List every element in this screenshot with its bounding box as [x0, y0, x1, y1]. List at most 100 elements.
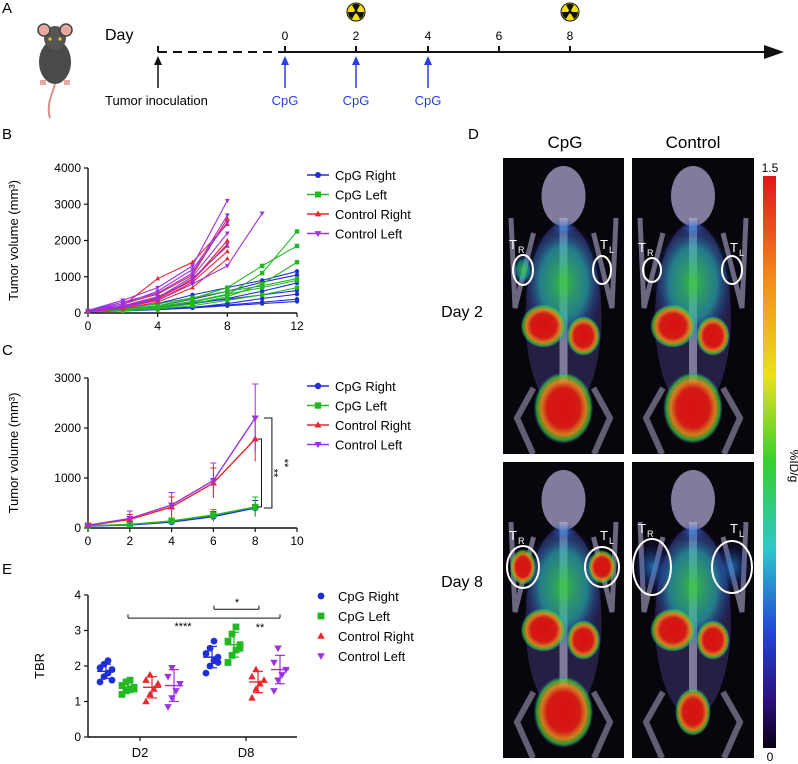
data-point — [190, 264, 195, 269]
significance-label: ** — [278, 459, 290, 468]
y-tick-label: 3 — [74, 624, 81, 638]
significance-bracket — [263, 417, 273, 509]
x-tick-label: 0 — [85, 534, 92, 548]
data-point — [155, 276, 161, 281]
data-point — [294, 291, 300, 297]
y-tick-label: 3000 — [54, 197, 81, 211]
data-point — [155, 289, 161, 294]
data-point — [294, 260, 300, 265]
tumor-left-outline — [584, 546, 620, 588]
data-point — [294, 276, 300, 281]
pet-column-control: Control — [666, 133, 721, 152]
data-point — [120, 302, 126, 307]
data-point — [259, 296, 265, 301]
uptake-neck — [679, 218, 707, 238]
uptake-kidney — [696, 316, 730, 356]
significance-label: **** — [174, 621, 192, 633]
tumor-left-label: T — [730, 521, 738, 536]
legend-marker — [317, 612, 325, 620]
significance-bracket — [257, 438, 262, 508]
data-point — [259, 289, 265, 294]
data-point — [108, 676, 116, 684]
legend-e: CpG Right CpG Left Control Right Control Le… — [317, 589, 414, 664]
cpg-dose-label: CpG — [415, 93, 442, 108]
tumor-right-label: T — [509, 528, 517, 543]
data-point — [155, 304, 160, 309]
timeline-tick-label: 4 — [425, 29, 432, 43]
uptake-kidney — [566, 620, 601, 660]
legend-label: CpG Right — [338, 589, 399, 604]
pet-row-day2: Day 2 — [441, 304, 483, 321]
uptake-neck — [549, 522, 578, 542]
legend-marker — [314, 421, 322, 428]
uptake-kidney — [566, 316, 601, 356]
data-point — [190, 303, 195, 308]
data-point — [274, 677, 282, 685]
data-point — [294, 243, 300, 249]
tumor-right-outline — [506, 545, 540, 589]
cpg-arrow — [352, 56, 360, 88]
colorbar-label: %ID/g — [787, 450, 798, 483]
right-leg-bone — [590, 386, 614, 456]
tumor-left-outline — [721, 255, 743, 285]
data-point — [164, 704, 172, 711]
uptake-neck — [679, 522, 707, 542]
data-point — [224, 659, 232, 666]
tumor-left-outline — [592, 255, 612, 285]
data-point — [294, 229, 300, 234]
data-point — [225, 303, 230, 308]
data-point — [259, 278, 265, 283]
x-tick-label: 12 — [290, 319, 304, 333]
tumor-left-sub: L — [609, 245, 614, 255]
uptake-kidney — [696, 620, 730, 660]
colorbar-max: 1.5 — [762, 161, 779, 175]
legend-marker — [317, 632, 325, 639]
data-point — [104, 657, 112, 665]
data-point — [172, 688, 180, 695]
data-point — [126, 685, 134, 693]
data-point — [270, 688, 278, 695]
series-line — [87, 213, 263, 313]
x-tick-label: 4 — [168, 534, 175, 548]
data-point — [168, 502, 176, 509]
inoculation-arrow — [154, 56, 162, 88]
uptake-bladder — [675, 688, 711, 736]
data-point — [259, 263, 265, 269]
significance-bracket — [213, 605, 260, 610]
data-point — [259, 211, 265, 216]
x-tick-label: 0 — [85, 319, 92, 333]
data-point — [224, 220, 230, 225]
legend-marker — [314, 402, 322, 409]
tumor-right-outline — [632, 538, 672, 596]
right-leg-bone — [720, 690, 744, 760]
skull — [671, 470, 715, 530]
panel-label-e: E — [2, 561, 12, 578]
uptake-neck — [549, 218, 578, 238]
data-point — [224, 637, 232, 645]
cpg-arrow — [281, 56, 289, 88]
significance-label: * — [235, 597, 240, 609]
y-tick-label: 2000 — [54, 421, 81, 435]
data-point — [224, 216, 230, 221]
tumor-right-sub: R — [518, 536, 525, 546]
y-tick-label: 0 — [74, 521, 81, 535]
data-point — [236, 644, 244, 652]
data-point — [214, 659, 222, 666]
legend-c: CpG Right CpG Left Control Right Control Le… — [307, 379, 411, 453]
data-point — [85, 309, 91, 314]
x-tick-label: 8 — [224, 319, 231, 333]
y-tick-label: 4000 — [54, 161, 81, 175]
data-point — [252, 665, 260, 673]
data-point — [84, 522, 92, 529]
data-point — [202, 669, 210, 677]
uptake-bladder — [533, 372, 594, 444]
tumor-left-sub: L — [609, 536, 614, 546]
data-point — [190, 278, 195, 283]
data-point — [228, 630, 236, 638]
uptake-liver — [520, 304, 567, 348]
legend-label: Control Right — [338, 629, 414, 644]
data-point — [190, 271, 195, 276]
significance-label: ** — [256, 622, 265, 634]
panel-label-d: D — [468, 126, 479, 143]
